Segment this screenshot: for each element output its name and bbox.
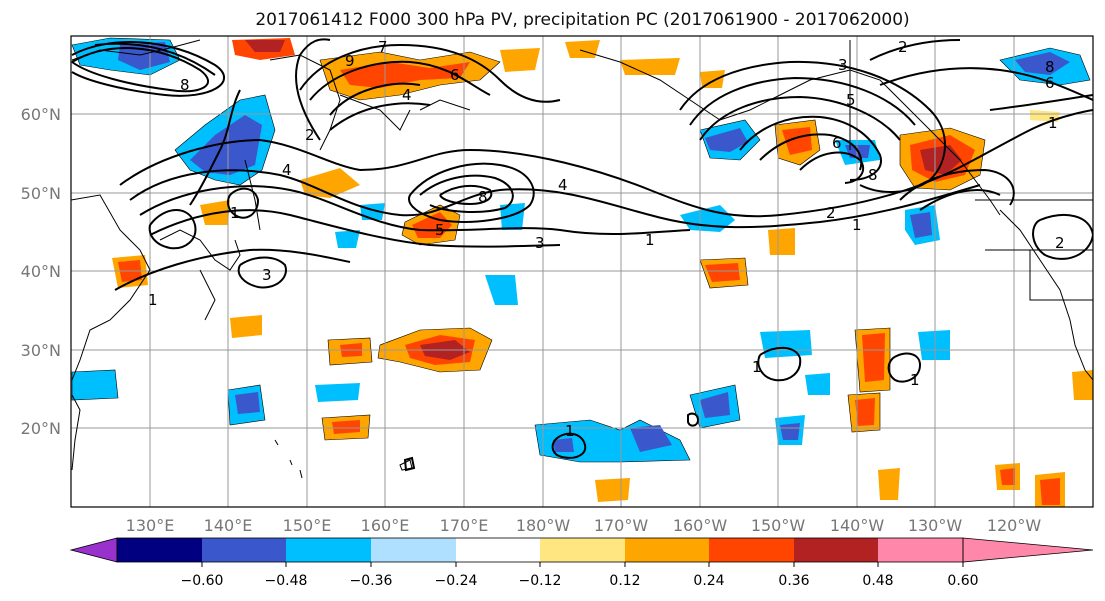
colorbar-tick-label: 0.48 [862, 573, 893, 589]
colorbar-segment [540, 538, 625, 562]
map-title: 2017061412 F000 300 hPa PV, precipitatio… [255, 10, 910, 30]
colorbar-extend-low [69, 537, 118, 563]
colorbar: −0.60 −0.48 −0.36 −0.24 −0.12 0.12 0.24 … [69, 537, 1094, 589]
contour-label: 5 [435, 221, 445, 239]
colorbar-segment [794, 538, 878, 562]
contour-label: 8 [868, 166, 878, 184]
colorbar-segment [286, 538, 371, 562]
lon-label: 120°W [987, 516, 1042, 535]
lat-label: 20°N [21, 419, 61, 438]
lat-label: 60°N [21, 105, 61, 124]
colorbar-segment [371, 538, 456, 562]
lon-label: 170°W [594, 516, 649, 535]
contour-label: 5 [846, 91, 856, 109]
contour-label: 1 [752, 358, 762, 376]
lat-label: 40°N [21, 262, 61, 281]
colorbar-tick-label: −0.60 [181, 573, 224, 589]
colorbar-tick-label: 0.60 [947, 573, 978, 589]
contour-label: 1 [565, 422, 575, 440]
contour-label: 4 [558, 176, 568, 194]
contour-label: 6 [1045, 74, 1055, 92]
latitude-labels: 20°N 30°N 40°N 50°N 60°N [21, 105, 61, 438]
colorbar-segment [456, 538, 540, 562]
lon-label: 150°W [751, 516, 806, 535]
coastlines [71, 39, 1093, 479]
colorbar-extend-high [962, 537, 1094, 563]
contour-label: 7 [378, 38, 388, 56]
contour-label: 1 [910, 371, 920, 389]
colorbar-segment [117, 538, 202, 562]
contour-label: 3 [838, 56, 848, 74]
lon-label: 170°E [440, 516, 489, 535]
lon-label: 130°E [126, 516, 175, 535]
colorbar-segment [709, 538, 794, 562]
colorbar-tick-label: −0.24 [435, 573, 478, 589]
colorbar-segment [878, 538, 963, 562]
colorbar-segment [202, 538, 286, 562]
contour-label: 1 [852, 216, 862, 234]
contour-label: 3 [262, 266, 272, 284]
colorbar-tick-label: −0.36 [350, 573, 393, 589]
colorbar-tick-label: 0.36 [778, 573, 809, 589]
colorbar-tick-label: −0.12 [519, 573, 562, 589]
map-frame [70, 35, 1094, 508]
lon-label: 180°W [516, 516, 571, 535]
contour-label: 1 [230, 204, 240, 222]
lat-label: 50°N [21, 184, 61, 203]
graticule [71, 36, 1093, 507]
contour-label: 8 [1045, 58, 1055, 76]
lon-label: 130°W [908, 516, 963, 535]
contour-label: 1 [1048, 114, 1058, 132]
contour-label: 1 [148, 291, 158, 309]
colorbar-segment [625, 538, 709, 562]
lon-label: 160°W [673, 516, 728, 535]
contour-label: 4 [282, 161, 292, 179]
colorbar-tick-label: 0.12 [609, 573, 640, 589]
contour-label: 2 [305, 126, 315, 144]
contour-label: 6 [450, 66, 460, 84]
contour-labels: 8 7 6 5 4 3 2 1 8 5 4 6 8 2 1 1 2 2 3 8 … [148, 38, 1065, 440]
contour-label: 2 [1055, 234, 1065, 252]
contour-label: 6 [832, 134, 842, 152]
contour-label: 8 [478, 188, 488, 206]
contour-label: 2 [898, 38, 908, 56]
contour-label: 1 [645, 231, 655, 249]
colorbar-tick-label: 0.24 [693, 573, 724, 589]
lon-label: 140°E [204, 516, 253, 535]
contour-label: 2 [826, 204, 836, 222]
contour-label: 4 [402, 86, 412, 104]
contour-label: 8 [180, 76, 190, 94]
lat-label: 30°N [21, 341, 61, 360]
lon-label: 160°E [361, 516, 410, 535]
contour-label: 3 [535, 234, 545, 252]
colorbar-tick-label: −0.48 [265, 573, 308, 589]
lon-label: 150°E [283, 516, 332, 535]
pv-contours [71, 38, 1093, 472]
longitude-labels: 130°E 140°E 150°E 160°E 170°E 180°W 170°… [126, 516, 1042, 535]
contour-label: 9 [345, 52, 355, 70]
lon-label: 140°W [830, 516, 885, 535]
